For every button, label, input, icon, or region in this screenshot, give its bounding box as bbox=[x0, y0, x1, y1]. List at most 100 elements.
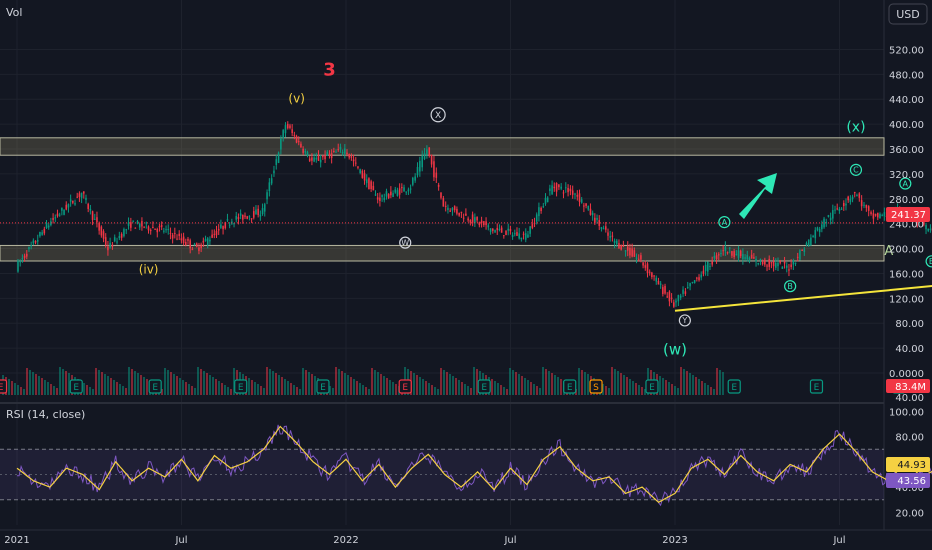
candle-body bbox=[609, 236, 611, 238]
candle-body bbox=[160, 225, 163, 227]
candle-body bbox=[655, 277, 658, 282]
volume-bar bbox=[104, 374, 106, 395]
candle-body bbox=[492, 228, 494, 231]
candle-body bbox=[87, 203, 89, 209]
candle-body bbox=[383, 197, 386, 201]
candle-body bbox=[277, 152, 280, 163]
event-marker-label: E bbox=[649, 383, 655, 393]
candle-body bbox=[715, 255, 718, 260]
candle-body bbox=[698, 277, 700, 281]
volume-bar bbox=[17, 385, 19, 395]
candle-body bbox=[50, 221, 52, 226]
candle-body bbox=[233, 223, 235, 225]
candle-body bbox=[326, 151, 329, 156]
candle-body bbox=[308, 158, 311, 161]
volume-bar bbox=[515, 372, 517, 395]
volume-bar bbox=[542, 367, 544, 395]
y-tick-label: 480.00 bbox=[889, 70, 924, 81]
volume-bar bbox=[182, 380, 184, 395]
candle-body bbox=[777, 262, 779, 267]
candle-body bbox=[770, 262, 773, 264]
candle-body bbox=[524, 233, 527, 240]
candle-body bbox=[359, 169, 361, 174]
candle-body bbox=[618, 243, 620, 249]
volume-bar bbox=[344, 373, 346, 395]
currency-button-bg[interactable] bbox=[888, 3, 928, 25]
candle-body bbox=[876, 212, 879, 218]
event-marker bbox=[234, 379, 248, 394]
candle-body bbox=[829, 217, 832, 221]
candle-body bbox=[224, 222, 227, 229]
candle-body bbox=[816, 227, 819, 231]
candle-body bbox=[693, 280, 696, 283]
event-marker-label: E bbox=[814, 383, 820, 393]
y-tick-label: 120.00 bbox=[889, 294, 924, 305]
volume-bar bbox=[38, 376, 40, 395]
volume-bar bbox=[335, 367, 337, 395]
candle-body bbox=[261, 208, 264, 215]
volume-bar bbox=[272, 371, 274, 395]
resistance-zone bbox=[0, 137, 885, 156]
volume-bar bbox=[671, 384, 673, 395]
candle-body bbox=[489, 228, 492, 232]
volume-bar bbox=[620, 373, 622, 395]
candle-body bbox=[145, 222, 148, 224]
candle-body bbox=[363, 173, 366, 181]
candle-body bbox=[419, 160, 421, 172]
volume-bar bbox=[692, 375, 694, 395]
candle-body bbox=[633, 250, 636, 257]
candle-body bbox=[341, 152, 344, 154]
volume-bar bbox=[446, 372, 448, 395]
candle-body bbox=[396, 190, 399, 196]
volume-bar bbox=[110, 378, 112, 395]
volume-bar bbox=[179, 378, 181, 395]
wave-label: Y bbox=[681, 316, 687, 325]
volume-bar bbox=[218, 381, 220, 395]
candle-body bbox=[874, 214, 877, 216]
projection-arrow bbox=[739, 173, 777, 219]
volume-bar bbox=[167, 370, 169, 395]
candle-body bbox=[790, 264, 792, 268]
candle-body bbox=[702, 270, 705, 274]
candle-body bbox=[516, 232, 518, 236]
event-marker-label: E bbox=[320, 383, 326, 393]
candle-body bbox=[152, 226, 154, 228]
candle-body bbox=[927, 228, 930, 231]
candle-body bbox=[147, 226, 150, 231]
price-axis-extra: 40.00 bbox=[895, 393, 924, 404]
candle-body bbox=[412, 177, 414, 185]
candle-body bbox=[684, 291, 687, 294]
candle-body bbox=[428, 147, 431, 157]
candle-body bbox=[226, 219, 229, 221]
candle-body bbox=[622, 245, 625, 247]
candle-body bbox=[63, 209, 65, 215]
candle-body bbox=[430, 154, 433, 165]
volume-bar bbox=[203, 371, 205, 395]
candle-body bbox=[346, 152, 348, 155]
candle-body bbox=[720, 253, 722, 255]
currency-button[interactable]: USD bbox=[896, 8, 920, 21]
candle-body bbox=[291, 129, 293, 133]
candle-body bbox=[156, 228, 159, 233]
candle-body bbox=[259, 214, 262, 217]
candle-body bbox=[686, 286, 689, 288]
volume-bar bbox=[140, 375, 142, 395]
candle-body bbox=[774, 262, 777, 268]
event-marker-label: E bbox=[238, 383, 244, 393]
x-tick-label: Jul bbox=[503, 535, 516, 546]
volume-bar bbox=[506, 389, 508, 395]
volume-bar bbox=[365, 387, 367, 395]
event-marker bbox=[563, 379, 577, 394]
candle-body bbox=[442, 198, 445, 207]
volume-bar bbox=[329, 386, 331, 395]
candle-body bbox=[69, 199, 72, 202]
event-marker bbox=[69, 379, 83, 394]
event-marker-label: E bbox=[567, 383, 573, 393]
candle-body bbox=[507, 228, 510, 231]
candle-body bbox=[629, 247, 631, 256]
candle-body bbox=[538, 207, 540, 217]
candle-body bbox=[289, 125, 291, 128]
volume-bar bbox=[638, 385, 640, 395]
candle-body bbox=[344, 148, 346, 154]
